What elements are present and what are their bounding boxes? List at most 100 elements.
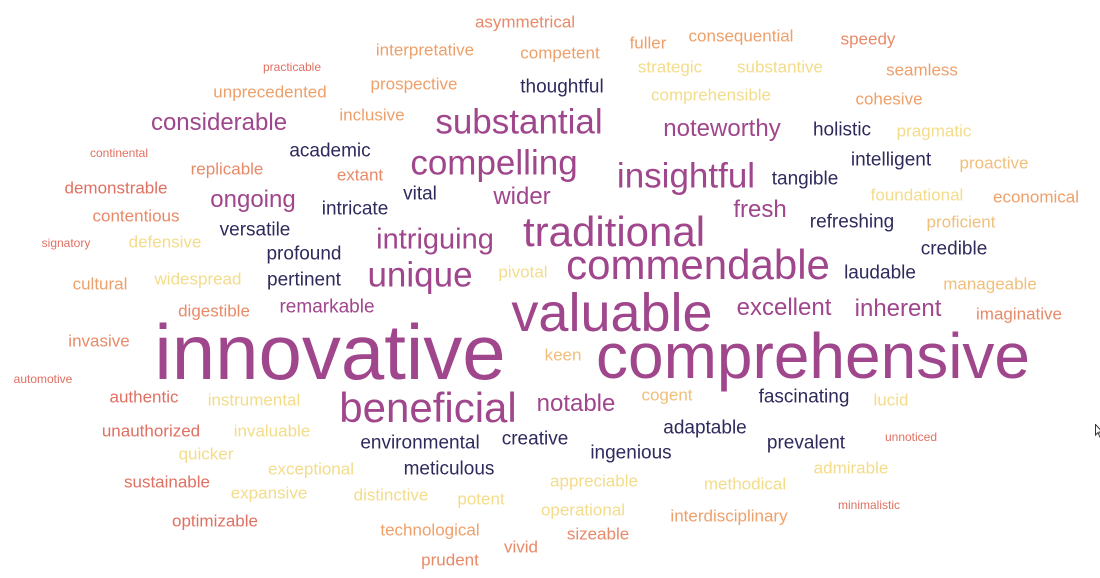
word-consequential: consequential [688,26,794,46]
word-notable: notable [536,390,616,417]
word-methodical: methodical [703,474,787,494]
word-inclusive: inclusive [339,105,405,125]
word-cogent: cogent [641,385,693,405]
word-unprecedented: unprecedented [213,82,327,102]
word-strategic: strategic [637,57,703,77]
word-demonstrable: demonstrable [64,178,168,198]
word-defensive: defensive [128,232,202,252]
word-keen: keen [544,345,582,365]
word-remarkable: remarkable [279,296,375,318]
word-sustainable: sustainable [123,472,211,492]
word-commendable: commendable [566,241,830,288]
word-innovative: innovative [154,308,506,396]
word-substantial: substantial [435,102,603,142]
word-intricate: intricate [321,198,389,220]
word-valuable: valuable [511,283,713,343]
word-unauthorized: unauthorized [101,421,201,441]
word-noteworthy: noteworthy [663,115,781,142]
word-fuller: fuller [629,33,667,53]
word-holistic: holistic [812,119,872,141]
mouse-cursor-icon [1095,423,1100,438]
word-distinctive: distinctive [353,485,429,505]
word-admirable: admirable [813,458,889,478]
word-widespread: widespread [154,269,242,289]
word-technological: technological [380,520,480,540]
word-traditional: traditional [522,208,706,255]
word-versatile: versatile [219,219,291,241]
word-foundational: foundational [870,185,964,205]
word-economical: economical [993,187,1079,207]
word-wider: wider [493,183,551,210]
word-instrumental: instrumental [207,390,301,410]
word-meticulous: meticulous [403,458,495,480]
word-extant: extant [336,165,384,185]
word-proactive: proactive [959,153,1029,173]
word-pragmatic: pragmatic [896,121,972,141]
word-comprehensive: comprehensive [596,320,1030,392]
word-ongoing: ongoing [210,186,296,213]
word-lucid: lucid [873,390,909,410]
word-excellent: excellent [736,294,832,321]
word-expansive: expansive [230,483,308,503]
word-creative: creative [501,428,569,450]
word-adaptable: adaptable [663,417,747,439]
word-replicable: replicable [190,159,264,179]
word-inherent: inherent [854,295,942,322]
word-sizeable: sizeable [566,524,630,544]
word-vital: vital [403,183,437,205]
word-cohesive: cohesive [855,89,923,109]
word-manageable: manageable [943,274,1037,294]
word-interdisciplinary: interdisciplinary [670,506,788,526]
word-compelling: compelling [410,143,578,183]
word-comprehensible: comprehensible [650,85,772,105]
word-pertinent: pertinent [267,269,341,291]
word-vivid: vivid [503,537,539,557]
word-minimalistic: minimalistic [837,498,901,512]
word-prospective: prospective [370,74,458,94]
word-invaluable: invaluable [233,421,311,441]
word-digestible: digestible [178,301,250,321]
word-ingenious: ingenious [590,442,672,464]
word-interpretative: interpretative [375,40,475,60]
word-prudent: prudent [421,550,479,570]
word-prevalent: prevalent [766,432,846,454]
word-intriguing: intriguing [376,223,494,256]
word-profound: profound [266,243,342,265]
word-insightful: insightful [616,156,756,196]
word-practicable: practicable [262,60,322,74]
word-signatory: signatory [41,236,91,250]
word-asymmetrical: asymmetrical [474,12,576,32]
word-fascinating: fascinating [758,386,850,408]
word-authentic: authentic [109,387,179,407]
word-potent: potent [457,489,505,509]
word-academic: academic [289,140,371,162]
word-contentious: contentious [92,206,180,226]
word-tangible: tangible [771,168,839,190]
word-speedy: speedy [840,29,896,49]
word-pivotal: pivotal [498,262,548,282]
word-operational: operational [540,500,626,520]
word-fresh: fresh [733,196,787,223]
word-seamless: seamless [886,60,958,80]
word-cultural: cultural [72,274,128,294]
word-substantive: substantive [737,57,823,77]
word-automotive: automotive [13,372,73,386]
word-quicker: quicker [178,444,234,464]
word-beneficial: beneficial [339,384,517,431]
word-unique: unique [367,255,473,295]
word-optimizable: optimizable [172,511,258,531]
word-thoughtful: thoughtful [520,76,604,98]
word-appreciable: appreciable [550,471,638,491]
word-imaginative: imaginative [976,304,1062,324]
word-credible: credible [920,238,988,260]
word-refreshing: refreshing [809,211,895,233]
word-proficient: proficient [926,212,996,232]
word-intelligent: intelligent [850,149,932,171]
word-considerable: considerable [150,109,288,136]
word-unnoticed: unnoticed [884,430,938,444]
word-environmental: environmental [360,432,480,454]
word-laudable: laudable [844,262,916,284]
word-invasive: invasive [68,331,130,351]
word-exceptional: exceptional [267,459,355,479]
